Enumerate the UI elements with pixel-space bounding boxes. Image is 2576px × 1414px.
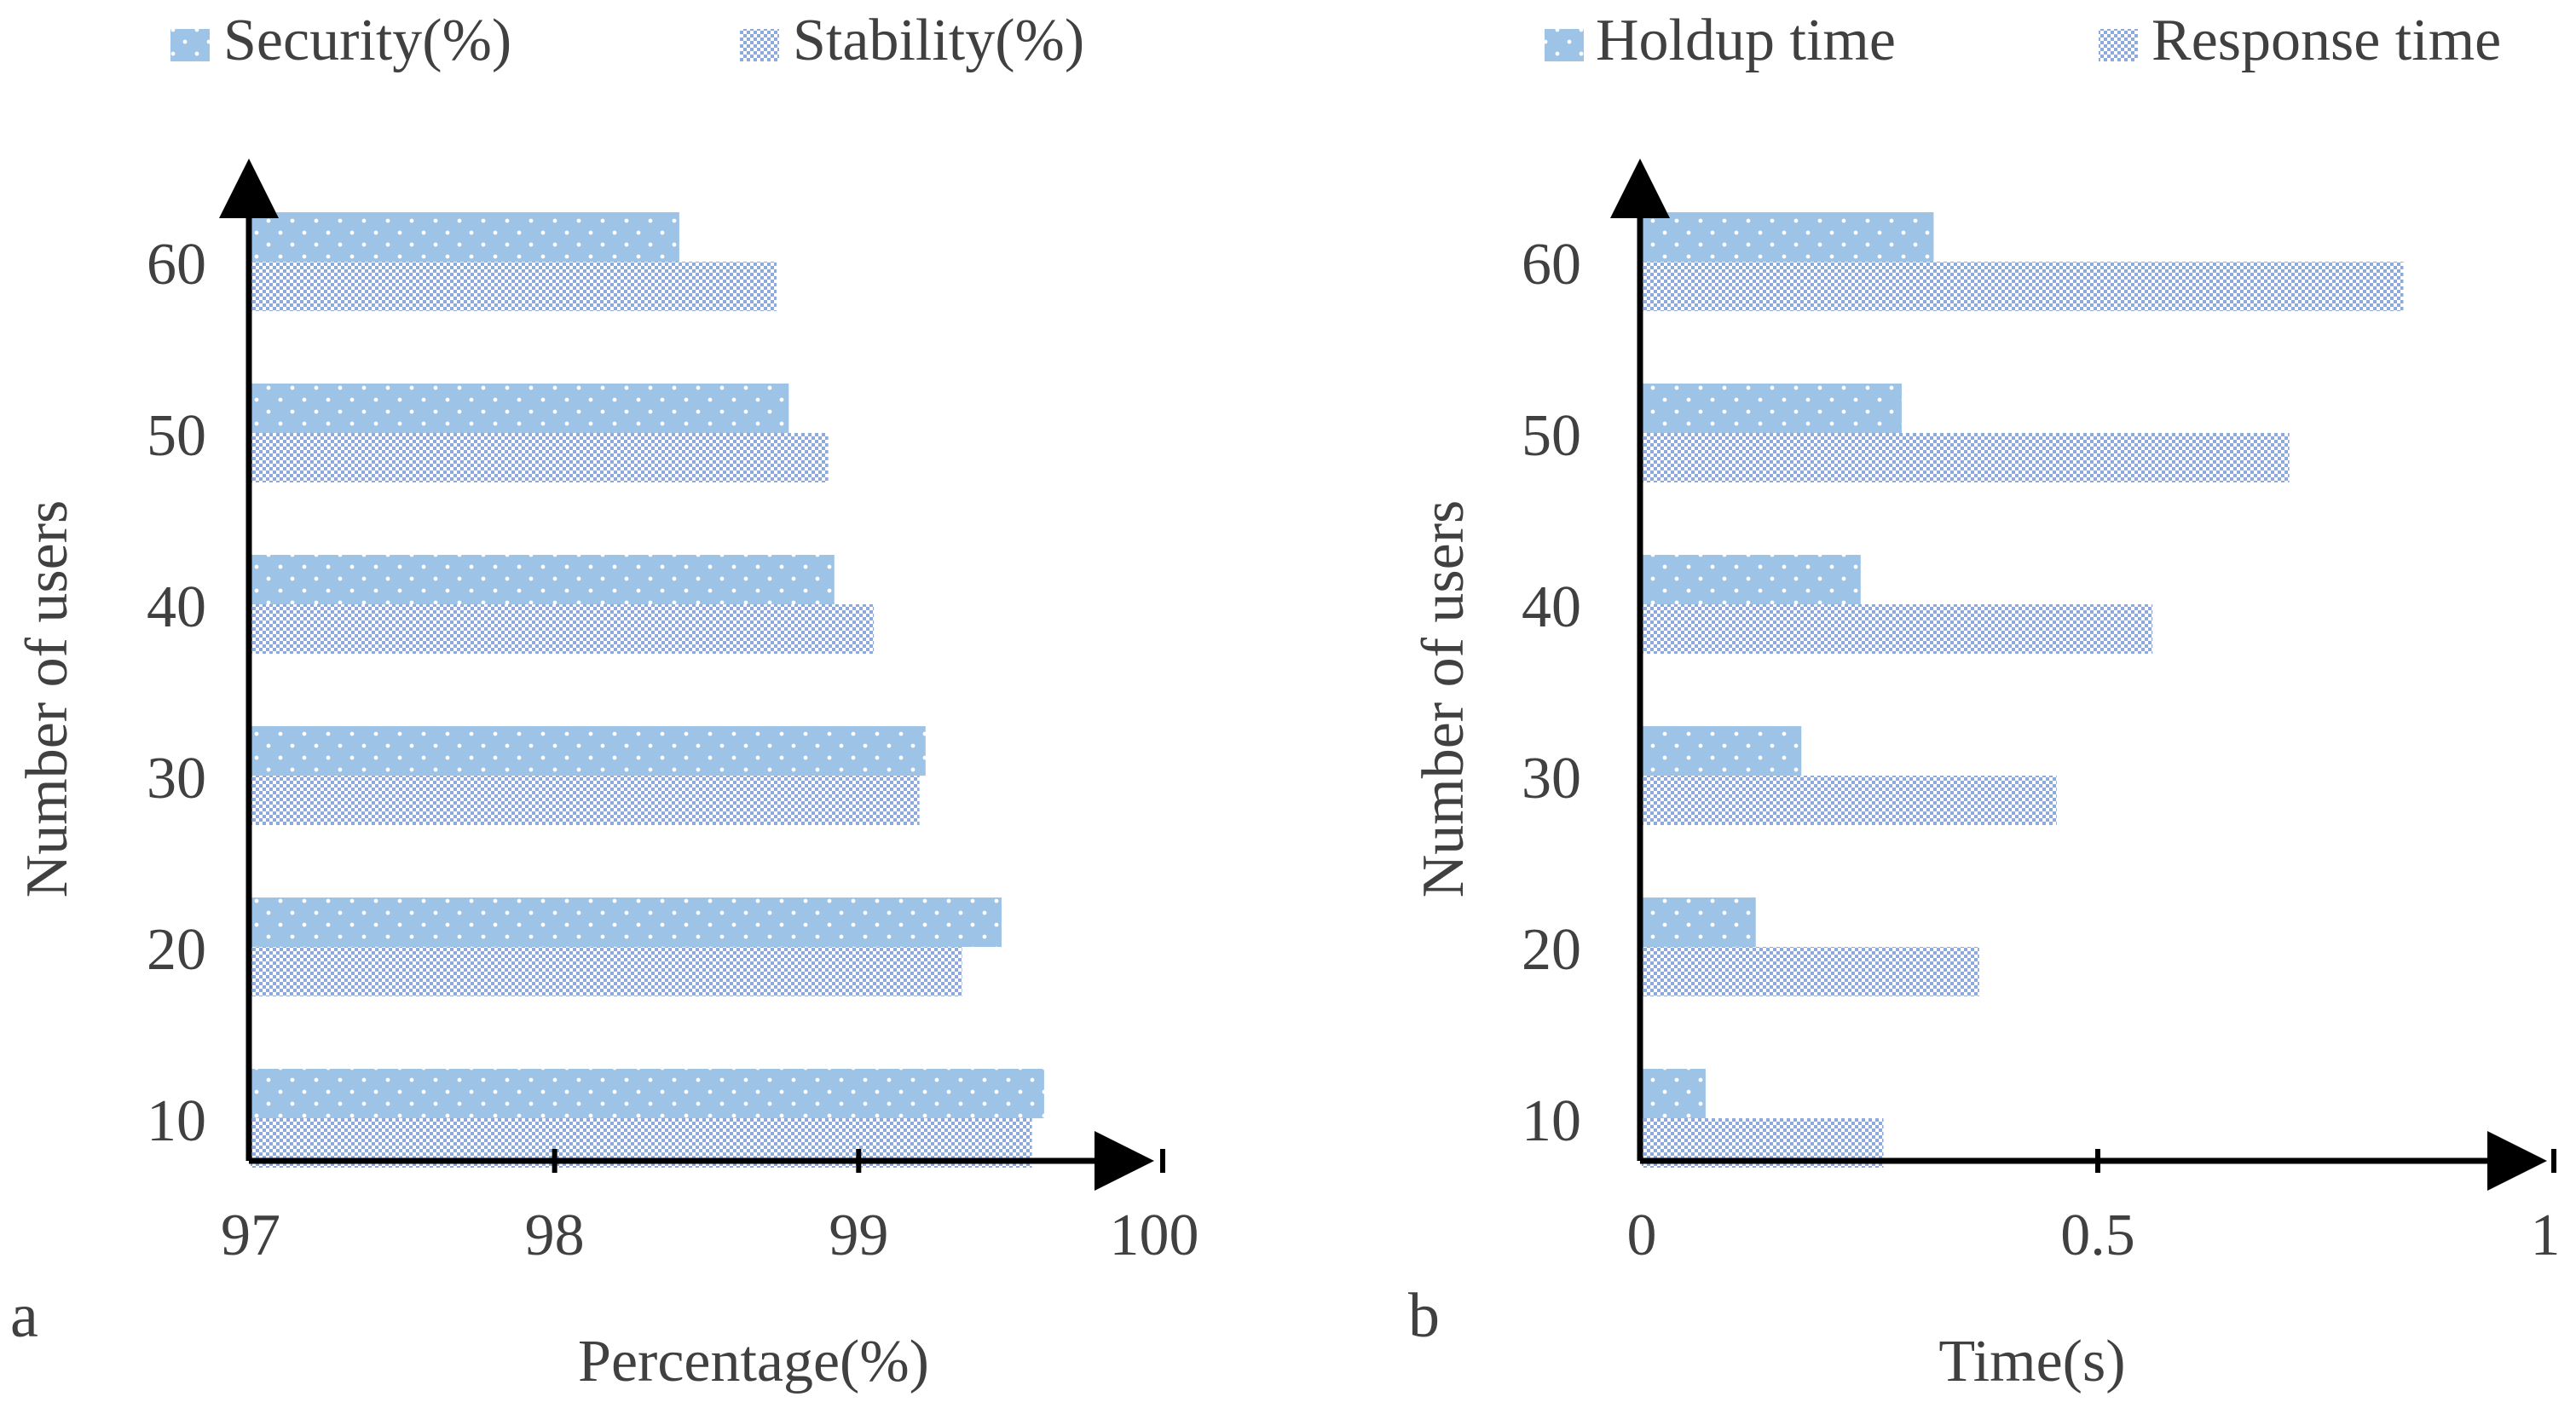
legend-swatch-holdup xyxy=(1545,29,1584,61)
bar-series2-50 xyxy=(1642,433,2290,482)
bar-series2-30 xyxy=(251,776,920,825)
bar-series1-40 xyxy=(251,555,835,604)
y-tick-label-30: 30 xyxy=(1522,746,1581,811)
legend-label-security: Security(%) xyxy=(223,8,511,73)
x-tick-labels-b: 0 0.5 1 xyxy=(1627,1149,2561,1268)
y-tick-labels-a: 10 20 30 40 50 60 xyxy=(147,232,206,1154)
y-tick-label-60: 60 xyxy=(147,232,206,297)
legend-swatch-stability xyxy=(740,29,779,61)
bar-series1-20 xyxy=(251,897,1002,947)
y-tick-labels-b: 10 20 30 40 50 60 xyxy=(1522,232,1581,1154)
x-axis-label-a: Percentage(%) xyxy=(578,1329,929,1394)
bar-series2-50 xyxy=(251,433,829,482)
bar-series2-40 xyxy=(251,604,875,654)
panel-a: Security(%) Stability(%) 10 20 30 40 50 60 97… xyxy=(10,8,1199,1394)
bar-series2-20 xyxy=(1642,947,1979,996)
bars-b xyxy=(1642,212,2404,1168)
y-tick-label-30: 30 xyxy=(147,746,206,811)
legend-label-response: Response time xyxy=(2151,8,2501,73)
legend-swatch-security xyxy=(170,29,210,61)
y-tick-label-50: 50 xyxy=(1522,403,1581,469)
y-tick-label-10: 10 xyxy=(147,1088,206,1154)
bar-series1-60 xyxy=(1642,212,1934,262)
bar-series1-50 xyxy=(251,384,789,433)
bar-series1-40 xyxy=(1642,555,1861,604)
x-tick-label-99: 99 xyxy=(829,1203,888,1268)
bar-series1-30 xyxy=(1642,726,1802,776)
x-tick-labels-a: 97 98 99 100 xyxy=(221,1149,1199,1268)
y-tick-label-50: 50 xyxy=(147,403,206,469)
y-tick-label-20: 20 xyxy=(1522,917,1581,983)
legend-swatch-response xyxy=(2099,29,2138,61)
bar-series1-50 xyxy=(1642,384,1902,433)
legend-b: Holdup time Response time xyxy=(1545,8,2501,73)
legend-label-stability: Stability(%) xyxy=(793,8,1084,73)
bar-series2-30 xyxy=(1642,776,2057,825)
y-tick-label-40: 40 xyxy=(147,574,206,640)
legend-label-holdup: Holdup time xyxy=(1596,8,1896,73)
bar-series2-20 xyxy=(251,947,962,996)
y-tick-label-20: 20 xyxy=(147,917,206,983)
bar-series2-60 xyxy=(1642,262,2404,311)
panel-label-b: b xyxy=(1408,1281,1440,1351)
panel-label-a: a xyxy=(10,1281,38,1351)
bar-series1-30 xyxy=(251,726,926,776)
bar-series1-20 xyxy=(1642,897,1756,947)
legend-a: Security(%) Stability(%) xyxy=(170,8,1084,73)
x-axis-label-b: Time(s) xyxy=(1938,1329,2125,1394)
bar-series2-40 xyxy=(1642,604,2153,654)
x-tick-label-100: 100 xyxy=(1110,1203,1199,1268)
y-tick-label-40: 40 xyxy=(1522,574,1581,640)
y-tick-label-60: 60 xyxy=(1522,232,1581,297)
x-tick-label-98: 98 xyxy=(525,1203,585,1268)
bars-a xyxy=(251,212,1044,1168)
bar-series1-10 xyxy=(1642,1069,1706,1118)
bar-series1-10 xyxy=(251,1069,1044,1118)
y-axis-label-a: Number of users xyxy=(14,500,80,898)
x-tick-label-1: 1 xyxy=(2531,1203,2561,1268)
x-tick-label-97: 97 xyxy=(221,1203,280,1268)
y-axis-label-b: Number of users xyxy=(1411,500,1476,898)
x-tick-label-0: 0 xyxy=(1627,1203,1657,1268)
x-tick-label-0.5: 0.5 xyxy=(2060,1203,2135,1268)
bar-series2-60 xyxy=(251,262,777,311)
y-tick-label-10: 10 xyxy=(1522,1088,1581,1154)
bar-series1-60 xyxy=(251,212,679,262)
